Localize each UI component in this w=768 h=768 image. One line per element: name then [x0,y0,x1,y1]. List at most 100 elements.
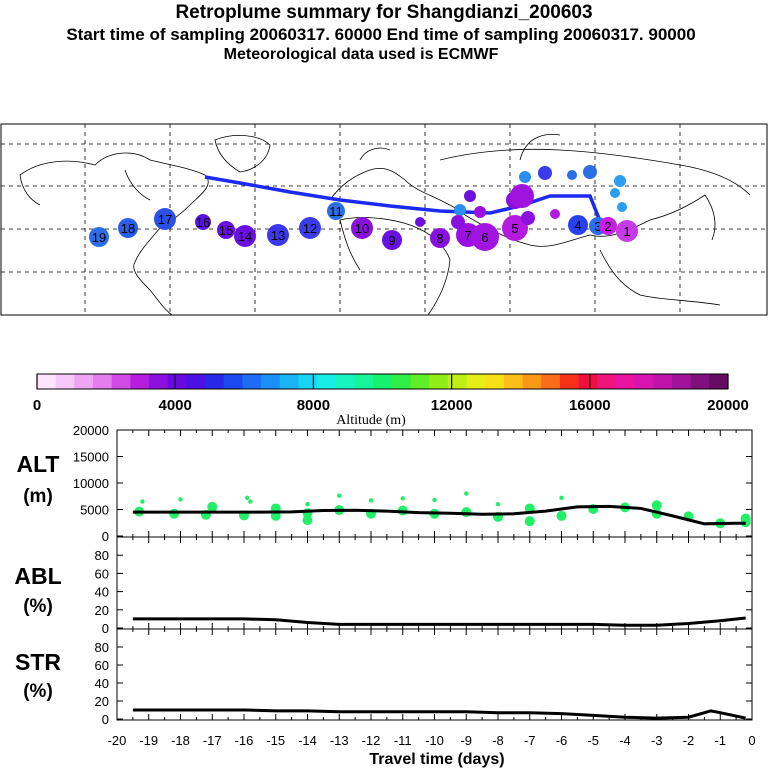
colorbar-tick-label: 0 [33,397,41,414]
colorbar-cell [541,374,561,389]
x-tick-label: -6 [556,733,568,748]
scatter-point [244,495,250,501]
map-bubble [583,165,597,179]
panel-label-str: STR [15,649,61,675]
trajectory-map: 19 18 17 16 15 14 13 12 11 10 9 8 7 6 5 4 3 2 1 [0,123,768,316]
x-tick-label: -13 [330,733,349,748]
map-bubble [474,206,486,218]
colorbar-cell [634,374,654,389]
map-bubble-label: 17 [158,212,172,227]
map-bubble [195,214,211,230]
x-tick-label: -11 [394,733,412,748]
panel-frame [116,628,753,721]
scatter-point [559,495,564,501]
y-tick-label: 40 [95,585,109,600]
colorbar-cell [391,374,412,389]
scatter-point [400,496,405,501]
map-bubble [550,209,560,219]
map-bubble-label: 2 [604,219,611,234]
map-bubble [382,230,402,250]
scatter-point [495,502,501,507]
x-tick-label: -9 [460,733,472,748]
colorbar-cell [671,374,692,389]
map-bubble [89,227,109,247]
y-tick-label: 80 [95,640,109,655]
colorbar-cell [335,374,355,389]
scatter-point [432,497,437,503]
map-bubble-label: 12 [303,221,317,236]
y-tick-label: 20 [95,603,109,618]
x-tick-label: -1 [714,733,726,748]
colorbar-cell [93,374,113,389]
map-bubble [454,204,466,216]
chart-title: Retroplume summary for Shangdianzi_20060… [175,2,593,23]
map-bubble-label: 16 [196,215,210,230]
map-bubble [464,190,476,202]
map-bubble-label: 11 [329,204,343,219]
map-bubble [118,218,138,238]
map-bubble [614,175,626,187]
map-bubble [617,202,627,212]
colorbar-cell [205,374,225,389]
y-tick-label: 20000 [73,423,109,438]
x-tick-label: -17 [203,733,222,748]
x-tick-label: -18 [171,733,190,748]
coastlines [19,133,751,316]
panel-abl: 80 60 40 20 0 [95,536,753,636]
x-tick-label: -7 [524,733,536,748]
map-bubble [267,224,289,246]
scatter-point [207,501,218,512]
scatter-point [524,516,535,527]
map-bubble [502,215,528,241]
colorbar-cell [261,374,281,389]
x-tick-label: -15 [266,733,285,748]
colorbar-cell [503,374,524,389]
scatter-point [464,491,469,496]
y-tick-label: 20 [95,694,109,709]
colorbar-tick-label: 20000 [707,397,749,414]
map-bubble [415,217,425,227]
scatter-point [740,513,751,524]
map-bubble [521,211,535,225]
colorbar-cell [298,374,318,389]
mean-trajectory [204,175,605,229]
scatter-point [169,508,180,519]
colorbar-cell [522,374,542,389]
map-bubble-label: 15 [219,223,233,238]
map-bubble [599,217,617,235]
colorbar-tick-label: 8000 [297,397,330,414]
x-tick-label: 0 [748,733,755,748]
map-bubble [471,223,499,251]
map-bubble [327,202,345,220]
x-axis-title: Travel time (days) [369,751,504,768]
series-line [132,504,746,526]
scatter-point [337,493,342,498]
map-bubble [519,171,531,183]
met-data-note: Meteorological data used is ECMWF [223,46,499,63]
map-bubble-label: 4 [574,218,581,233]
colorbar-cell [186,374,206,389]
panel-frame [116,429,753,538]
panel-frame [116,536,753,630]
scatter-point [651,500,662,511]
y-tick-label: 0 [102,529,109,544]
map-bubble-label: 7 [464,228,471,243]
colorbar-cell [279,374,299,389]
y-tick-label: 15000 [73,450,109,465]
map-bubble [217,221,235,239]
y-tick-label: 0 [102,621,109,636]
panel-label-abl: (%) [23,596,53,617]
x-tick-label: -10 [425,733,444,748]
map-bubble [610,188,620,198]
y-tick-label: 80 [95,548,109,563]
colorbar-cell [410,374,430,389]
map-bubble [616,220,638,242]
scatter-point [302,515,313,526]
x-tick-label: -4 [619,733,631,748]
colorbar-tick-label: 16000 [569,397,611,414]
map-bubble [234,225,256,247]
x-tick-label: -20 [108,733,127,748]
x-tick-label: -8 [492,733,504,748]
colorbar-cell [690,374,710,389]
